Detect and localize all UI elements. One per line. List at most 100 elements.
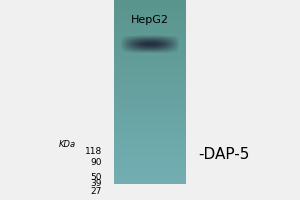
Bar	[161, 49, 162, 50]
Bar	[135, 50, 136, 51]
FancyBboxPatch shape	[114, 176, 186, 179]
Bar	[123, 47, 124, 48]
Bar	[150, 40, 151, 41]
Bar	[123, 46, 124, 47]
Bar	[145, 46, 146, 47]
Bar	[139, 39, 140, 40]
Bar	[136, 44, 137, 45]
Bar	[168, 44, 169, 45]
Bar	[157, 38, 158, 39]
Bar	[147, 50, 148, 51]
Bar	[160, 46, 161, 47]
Bar	[170, 44, 171, 45]
Bar	[145, 43, 146, 44]
Text: 118: 118	[85, 147, 102, 156]
Bar	[136, 42, 137, 43]
Bar	[143, 47, 144, 48]
Bar	[170, 47, 171, 48]
Bar	[155, 50, 156, 51]
Bar	[171, 49, 172, 50]
Bar	[140, 35, 141, 36]
FancyBboxPatch shape	[114, 27, 186, 30]
Bar	[143, 35, 144, 36]
Bar	[156, 51, 157, 52]
Bar	[162, 36, 163, 37]
Bar	[162, 41, 163, 42]
Bar	[129, 50, 130, 51]
Bar	[167, 49, 168, 50]
Bar	[152, 47, 153, 48]
FancyBboxPatch shape	[114, 81, 186, 83]
Bar	[151, 38, 152, 39]
Bar	[168, 40, 169, 41]
Bar	[143, 49, 144, 50]
Bar	[150, 51, 151, 52]
Text: KDa: KDa	[59, 140, 76, 149]
FancyBboxPatch shape	[114, 173, 186, 175]
FancyBboxPatch shape	[114, 125, 186, 127]
Bar	[172, 44, 173, 45]
Bar	[131, 44, 132, 45]
Bar	[138, 35, 139, 36]
Bar	[140, 47, 141, 48]
Bar	[158, 43, 159, 44]
Bar	[138, 40, 139, 41]
Bar	[155, 39, 156, 40]
Bar	[166, 43, 167, 44]
Bar	[145, 37, 146, 38]
Bar	[122, 49, 123, 50]
Bar	[163, 43, 164, 44]
Bar	[141, 49, 142, 50]
Bar	[124, 43, 125, 44]
Bar	[157, 51, 158, 52]
Bar	[157, 52, 158, 53]
Bar	[136, 49, 137, 50]
Bar	[144, 37, 145, 38]
Bar	[122, 40, 123, 41]
Bar	[168, 45, 169, 46]
Bar	[170, 45, 171, 46]
Bar	[134, 41, 135, 42]
Bar	[152, 43, 153, 44]
Bar	[153, 38, 154, 39]
Bar	[154, 52, 155, 53]
Bar	[163, 36, 164, 37]
Bar	[167, 48, 168, 49]
Bar	[171, 46, 172, 47]
Bar	[126, 46, 127, 47]
Bar	[136, 45, 137, 46]
Bar	[170, 52, 171, 53]
Bar	[178, 46, 179, 47]
Bar	[137, 43, 138, 44]
Bar	[123, 41, 124, 42]
Bar	[161, 40, 162, 41]
Bar	[148, 35, 149, 36]
FancyBboxPatch shape	[114, 86, 186, 88]
FancyBboxPatch shape	[114, 38, 186, 41]
Bar	[165, 44, 166, 45]
Bar	[130, 36, 131, 37]
Bar	[176, 49, 177, 50]
Bar	[178, 40, 179, 41]
Bar	[138, 41, 139, 42]
Bar	[133, 44, 134, 45]
Bar	[154, 35, 155, 36]
Bar	[159, 39, 160, 40]
Bar	[143, 43, 144, 44]
Bar	[174, 49, 175, 50]
Bar	[154, 40, 155, 41]
Bar	[136, 47, 137, 48]
Bar	[128, 37, 129, 38]
Bar	[145, 42, 146, 43]
Bar	[145, 41, 146, 42]
Bar	[128, 49, 129, 50]
Bar	[123, 43, 124, 44]
FancyBboxPatch shape	[114, 0, 186, 2]
Bar	[176, 51, 177, 52]
FancyBboxPatch shape	[114, 154, 186, 156]
Bar	[132, 40, 133, 41]
Bar	[167, 38, 168, 39]
Bar	[137, 44, 138, 45]
Bar	[133, 45, 134, 46]
Bar	[128, 39, 129, 40]
